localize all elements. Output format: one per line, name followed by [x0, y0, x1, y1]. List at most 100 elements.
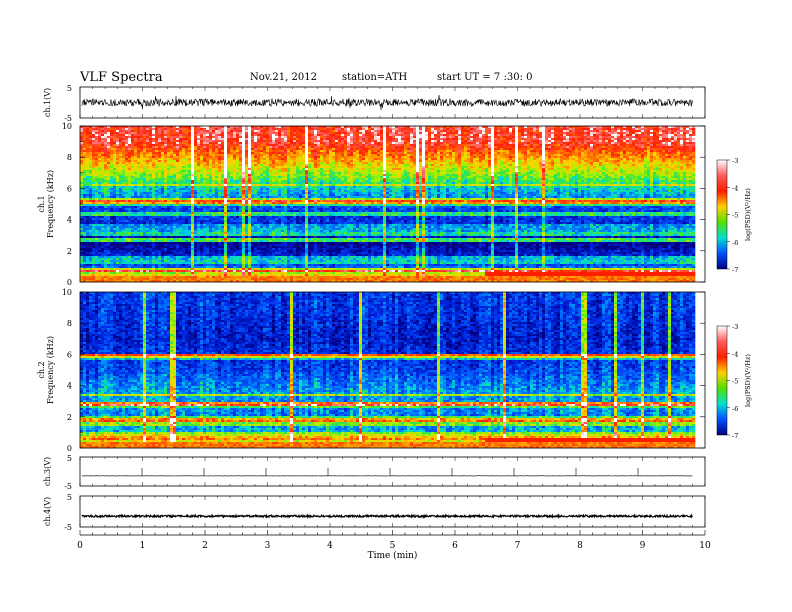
spectrogram-cell	[263, 136, 266, 138]
spectrogram-cell	[98, 216, 101, 218]
spectrogram-cell	[95, 240, 98, 242]
spectrogram-cell	[200, 142, 203, 144]
spectrogram-cell	[188, 138, 191, 140]
spectrogram-cell	[206, 160, 209, 162]
spectrogram-cell	[188, 196, 191, 198]
spectrogram-cell	[155, 138, 158, 140]
spectrogram-cell	[227, 186, 230, 188]
spectrogram-cell	[239, 152, 242, 154]
spectrogram-cell	[167, 242, 170, 244]
spectrogram-cell	[245, 214, 248, 216]
spectrogram-cell	[128, 174, 131, 176]
spectrogram-cell	[224, 128, 227, 130]
spectrogram-cell	[131, 174, 134, 176]
spectrogram-cell	[263, 238, 266, 240]
spectrogram-cell	[188, 208, 191, 210]
spectrogram-cell	[119, 240, 122, 242]
spectrogram-cell	[98, 174, 101, 176]
spectrogram-cell	[95, 208, 98, 210]
spectrogram-cell	[218, 194, 221, 196]
spectrogram-cell	[149, 148, 152, 150]
spectrogram-cell	[83, 232, 86, 234]
spectrogram-cell	[107, 236, 110, 238]
spectrogram-cell	[104, 198, 107, 200]
spectrogram-cell	[155, 238, 158, 240]
spectrogram-cell	[251, 154, 254, 156]
spectrogram-cell	[158, 148, 161, 150]
spectrogram-cell	[155, 214, 158, 216]
spectrogram-cell	[224, 142, 227, 144]
spectrogram-cell	[158, 244, 161, 246]
spectrogram-cell	[224, 210, 227, 212]
spectrogram-cell	[239, 230, 242, 232]
spectrogram-cell	[86, 184, 89, 186]
spectrogram-cell	[143, 264, 146, 266]
spectrogram-cell	[101, 200, 104, 202]
spectrogram-cell	[227, 244, 230, 246]
spectrogram-cell	[113, 188, 116, 190]
spectrogram-cell	[101, 174, 104, 176]
spectrogram-cell	[194, 154, 197, 156]
spectrogram-cell	[152, 164, 155, 166]
spectrogram-cell	[86, 238, 89, 240]
spectrogram-cell	[185, 190, 188, 192]
spectrogram-cell	[101, 232, 104, 234]
spectrogram-cell	[95, 164, 98, 166]
spectrogram-cell	[98, 278, 101, 280]
spectrogram-cell	[128, 216, 131, 218]
spectrogram-cell	[89, 176, 92, 178]
spectrogram-cell	[146, 222, 149, 224]
spectrogram-cell	[89, 270, 92, 272]
spectrogram-cell	[203, 238, 206, 240]
spectrogram-cell	[170, 252, 173, 254]
spectrogram-cell	[98, 212, 101, 214]
spectrogram-cell	[215, 148, 218, 150]
spectrogram-cell	[149, 206, 152, 208]
spectrogram-cell	[137, 144, 140, 146]
spectrogram-cell	[107, 196, 110, 198]
spectrogram-cell	[248, 130, 251, 132]
spectrogram-cell	[245, 250, 248, 252]
spectrogram-cell	[137, 212, 140, 214]
spectrogram-cell	[80, 140, 83, 142]
spectrogram-cell	[191, 134, 194, 136]
spectrogram-cell	[113, 256, 116, 258]
spectrogram-cell	[134, 186, 137, 188]
spectrogram-cell	[158, 268, 161, 270]
spectrogram-cell	[179, 256, 182, 258]
spectrogram-cell	[206, 168, 209, 170]
spectrogram-cell	[116, 224, 119, 226]
spectrogram-cell	[224, 260, 227, 262]
spectrogram-cell	[143, 256, 146, 258]
spectrogram-cell	[221, 160, 224, 162]
spectrogram-cell	[119, 226, 122, 228]
spectrogram-cell	[263, 186, 266, 188]
spectrogram-cell	[224, 266, 227, 268]
spectrogram-cell	[110, 150, 113, 152]
spectrogram-cell	[248, 248, 251, 250]
spectrogram-cell	[188, 194, 191, 196]
spectrogram-cell	[95, 216, 98, 218]
spectrogram-cell	[101, 154, 104, 156]
spectrogram-cell	[107, 176, 110, 178]
spectrogram-cell	[134, 188, 137, 190]
spectrogram-cell	[230, 134, 233, 136]
spectrogram-cell	[170, 260, 173, 262]
spectrogram-cell	[257, 272, 260, 274]
spectrogram-cell	[215, 226, 218, 228]
spectrogram-cell	[119, 138, 122, 140]
spectrogram-cell	[152, 186, 155, 188]
spectrogram-cell	[86, 140, 89, 142]
spectrogram-cell	[260, 178, 263, 180]
spectrogram-cell	[170, 222, 173, 224]
spectrogram-cell	[119, 234, 122, 236]
spectrogram-cell	[149, 264, 152, 266]
spectrogram-cell	[143, 176, 146, 178]
spectrogram-cell	[236, 134, 239, 136]
spectrogram-cell	[80, 176, 83, 178]
spectrogram-cell	[188, 224, 191, 226]
spectrogram-cell	[242, 192, 245, 194]
spectrogram-cell	[107, 164, 110, 166]
spectrogram-cell	[206, 176, 209, 178]
spectrogram-cell	[212, 212, 215, 214]
